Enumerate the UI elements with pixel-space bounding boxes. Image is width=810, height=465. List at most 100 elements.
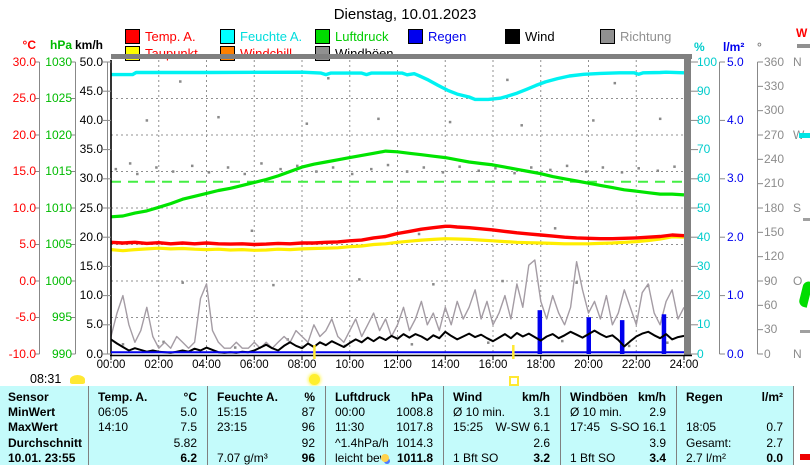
table-separator [676, 386, 677, 465]
axis-label: 5.0 [86, 317, 103, 332]
axis-label: 210 [764, 176, 785, 191]
axis-label: 90 [697, 83, 711, 98]
cut-axis-dash-2 [799, 133, 810, 138]
legend-item-temp-a-: Temp. A. [125, 29, 196, 44]
table-col-unit: % [304, 391, 315, 404]
axis-label-cardinal: O [793, 273, 803, 288]
table-value: 87 [301, 406, 315, 420]
cut-axis-dash-3 [803, 218, 810, 221]
x-axis-label: 12:00 [383, 359, 412, 371]
sunrise-icon [70, 375, 85, 384]
table-value: 3.4 [649, 451, 666, 465]
table-value-label: 15:15 [217, 406, 248, 420]
axis-label: 330 [764, 78, 785, 93]
axis-label: -5.0 [15, 310, 36, 324]
table-value: 96 [301, 451, 315, 465]
sunset-marker-icon [509, 376, 520, 386]
axis-label: 30 [697, 258, 711, 273]
axis-label: 20 [697, 288, 711, 303]
axis-label: 0 [764, 346, 771, 361]
x-axis-label: 06:00 [239, 359, 269, 371]
axis-label: 1015 [45, 164, 72, 178]
table-col-name: Wind [453, 391, 483, 404]
table-value: 5.82 [173, 436, 197, 450]
legend-swatch [408, 29, 423, 44]
cut-axis-dash-4 [800, 330, 810, 333]
axis-label-cardinal: S [793, 200, 802, 215]
legend-swatch [505, 29, 520, 44]
legend-item-luftdruck: Luftdruck [315, 29, 388, 44]
axis-unit-hPa: hPa [49, 38, 72, 52]
table-separator [207, 386, 208, 465]
table-separator [88, 386, 89, 465]
table-value-label: 14:10 [98, 421, 129, 435]
table-value-label: 18:05 [686, 421, 717, 435]
sun-marker-icon [309, 374, 321, 385]
table-value-label: 00:00 [335, 406, 366, 420]
table-value: 2.9 [649, 406, 666, 420]
table-value-label: Gesamt: [686, 436, 732, 450]
axis-label: 60 [764, 297, 778, 312]
x-axis-label: 24:00 [669, 359, 699, 371]
table-value-label: 1 Bft SO [453, 451, 499, 465]
table-row-label: MaxWert [8, 421, 58, 435]
table-value: 0.0 [766, 451, 783, 465]
axis-label: 5.0 [727, 54, 744, 69]
table-value: 3.9 [649, 436, 666, 450]
legend-swatch [315, 29, 330, 44]
axis-label: 10 [697, 317, 711, 332]
legend-label: Wind [525, 28, 555, 44]
axis-label: 180 [764, 200, 785, 215]
axis-label: 1.0 [727, 288, 744, 303]
table-value: 92 [301, 436, 315, 450]
axis-label: 20.0 [12, 127, 36, 142]
table-value: 3.2 [533, 451, 550, 465]
table-separator [560, 386, 561, 465]
axis-unit-kmh: km/h [74, 38, 103, 52]
axis-label: 50 [697, 200, 711, 215]
table-col-name: Windböen [570, 391, 628, 404]
axis-unit-lm: l/m² [723, 40, 745, 54]
summary-table [0, 386, 793, 465]
cut-red-fragment [800, 454, 810, 460]
x-axis-label: 14:00 [430, 359, 460, 371]
x-axis-label: 20:00 [574, 359, 603, 371]
table-value-label: ^1.4hPa/h [335, 436, 389, 450]
axis-label: 0.0 [727, 346, 744, 361]
axis-label: 40 [697, 229, 711, 244]
axis-label: 50.0 [79, 54, 103, 69]
table-value: 2.6 [533, 436, 550, 450]
legend-item-regen: Regen [408, 29, 466, 44]
x-axis-label: 02:00 [144, 359, 174, 371]
table-separator [443, 386, 444, 465]
legend-swatch [600, 29, 615, 44]
x-axis-label: 10:00 [335, 359, 365, 371]
table-value: 5.0 [180, 406, 197, 420]
axis-label: 1025 [45, 91, 72, 105]
table-value: 1017.8 [396, 421, 433, 435]
axis-label: 30 [764, 322, 778, 337]
cut-axis-w-label: W [796, 26, 808, 40]
axis-label: 150 [764, 224, 785, 239]
table-value-label: 23:15 [217, 421, 248, 435]
axis-unit-: ° [757, 40, 762, 54]
axis-label: 1030 [45, 54, 72, 69]
axis-label: 90 [764, 273, 778, 288]
table-separator [325, 386, 326, 465]
axis-label: 35.0 [79, 142, 103, 157]
table-value-label: 2.7 l/m² [686, 451, 727, 465]
axis-label: 45.0 [79, 83, 103, 98]
legend-label: Regen [428, 28, 467, 44]
x-axis-label: 16:00 [478, 359, 508, 371]
axis-label: 80 [697, 112, 711, 127]
table-col-unit: km/h [637, 391, 666, 404]
x-axis-label: 08:00 [287, 359, 317, 371]
axis-label: 25.0 [79, 200, 103, 215]
table-value-label: leicht bewölkt [335, 451, 381, 465]
table-value-label: 7.07 g/m³ [217, 451, 268, 465]
axis-label: 1005 [45, 237, 72, 251]
legend-item-richtung: Richtung [600, 29, 671, 44]
table-col-unit: °C [183, 391, 197, 404]
axis-label: 100 [697, 54, 718, 69]
table-value-label: 15:25 [453, 421, 484, 435]
